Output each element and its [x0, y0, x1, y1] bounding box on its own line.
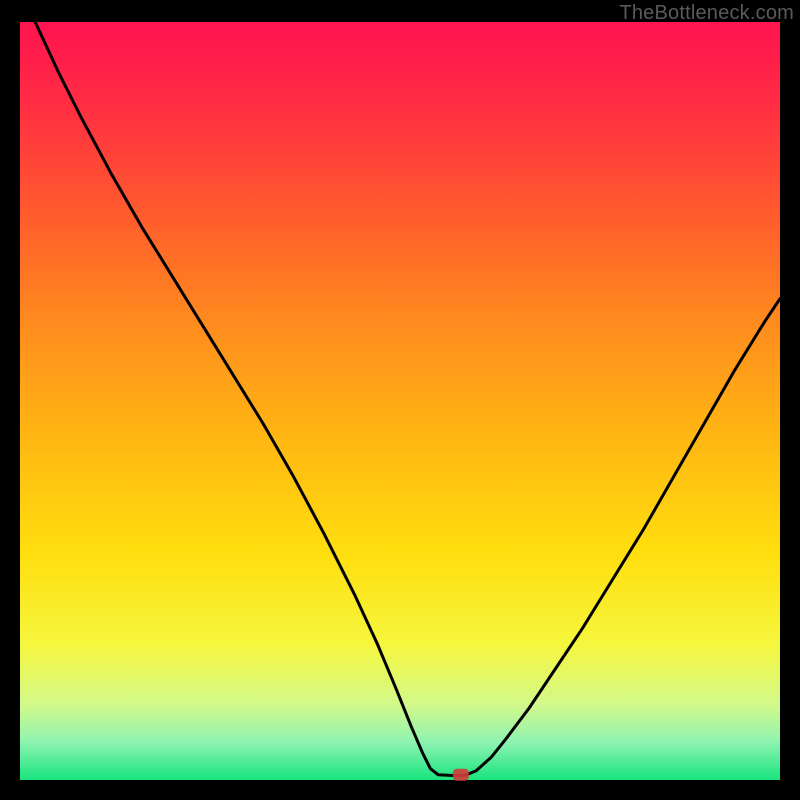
chart-svg: [0, 0, 800, 800]
plot-gradient-background: [20, 22, 780, 780]
trough-marker: [453, 769, 469, 781]
chart-root: TheBottleneck.com: [0, 0, 800, 800]
